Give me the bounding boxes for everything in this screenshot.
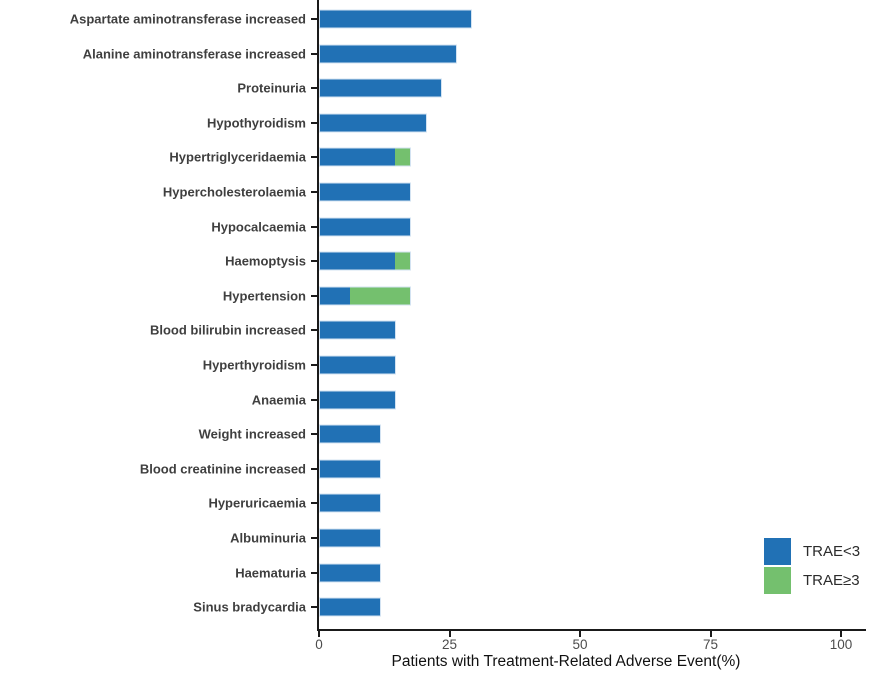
category-label: Hyperuricaemia — [208, 495, 306, 511]
bar-segment-trae-lt3 — [320, 287, 351, 305]
bar-row — [319, 217, 411, 237]
bar-row — [319, 251, 411, 271]
bar-row — [319, 182, 411, 202]
legend-item: TRAE≥3 — [764, 567, 860, 594]
y-tick — [311, 52, 317, 55]
category-label: Hypertension — [222, 288, 306, 304]
category-label: Hyperthyroidism — [202, 357, 306, 373]
bar-segment-trae-lt3 — [320, 425, 380, 443]
bar-segment-trae-lt3 — [320, 598, 380, 616]
x-tick — [709, 631, 712, 637]
category-label: Hypercholesterolaemia — [162, 184, 306, 200]
category-label: Proteinuria — [237, 80, 306, 96]
legend-item: TRAE<3 — [764, 538, 860, 565]
category-label: Weight increased — [198, 426, 306, 442]
bar-row — [319, 78, 442, 98]
bar-segment-trae-ge3 — [395, 252, 410, 270]
x-axis-title: Patients with Treatment-Related Adverse … — [391, 653, 741, 670]
bar-row — [319, 9, 473, 29]
category-label: Alanine aminotransferase increased — [82, 46, 306, 62]
bar-segment-trae-lt3 — [320, 10, 472, 28]
x-tick-label: 50 — [572, 637, 588, 652]
bar-segment-trae-lt3 — [320, 218, 410, 236]
y-tick — [311, 121, 317, 124]
legend-label: TRAE<3 — [803, 543, 861, 560]
bar-row — [319, 113, 427, 133]
category-label: Haematuria — [235, 565, 306, 581]
bar-segment-trae-lt3 — [320, 321, 395, 339]
category-label: Hypothyroidism — [207, 115, 306, 131]
legend: TRAE<3 TRAE≥3 — [764, 538, 860, 596]
category-label: Aspartate aminotransferase increased — [69, 11, 306, 27]
category-label: Blood bilirubin increased — [149, 322, 306, 338]
y-tick — [311, 398, 317, 401]
bar-segment-trae-lt3 — [320, 356, 395, 374]
x-tick-label: 75 — [702, 637, 719, 652]
bar-row — [319, 147, 411, 167]
bar-segment-trae-lt3 — [320, 79, 441, 97]
x-tick-label: 100 — [829, 637, 853, 652]
category-label: Hypertriglyceridaemia — [169, 149, 306, 165]
x-tick — [318, 631, 320, 637]
bar-row — [319, 424, 381, 444]
y-tick — [311, 191, 317, 193]
y-tick — [311, 87, 317, 90]
bar-segment-trae-lt3 — [320, 114, 426, 132]
bar-row — [319, 355, 396, 375]
y-tick — [311, 329, 317, 332]
x-tick-label: 0 — [315, 637, 323, 652]
category-label: Haemoptysis — [225, 253, 306, 269]
legend-swatch — [764, 538, 791, 565]
legend-swatch — [764, 567, 791, 594]
bar-row — [319, 597, 381, 617]
bar-row — [319, 459, 381, 479]
bar-row — [319, 320, 396, 340]
bar-segment-trae-lt3 — [320, 183, 410, 201]
x-tick — [448, 631, 451, 637]
y-tick — [311, 537, 317, 539]
bar-row — [319, 563, 381, 583]
bar-row — [319, 44, 458, 64]
legend-label: TRAE≥3 — [803, 572, 860, 589]
bar-row — [319, 493, 381, 513]
bar-segment-trae-lt3 — [320, 148, 396, 166]
bar-segment-trae-lt3 — [320, 45, 457, 63]
y-tick — [311, 467, 317, 470]
category-label: Hypocalcaemia — [211, 219, 306, 235]
bar-segment-trae-lt3 — [320, 252, 396, 270]
x-tick — [579, 631, 581, 637]
category-label: Blood creatinine increased — [139, 461, 306, 477]
y-tick — [311, 225, 317, 228]
bar-segment-trae-lt3 — [320, 460, 380, 478]
bar-segment-trae-ge3 — [395, 148, 410, 166]
y-tick — [311, 571, 317, 574]
bar-row — [319, 528, 381, 548]
bar-segment-trae-ge3 — [350, 287, 411, 305]
x-tick-label: 25 — [441, 637, 458, 652]
y-tick — [311, 156, 317, 159]
y-tick — [311, 433, 317, 436]
y-tick — [311, 260, 317, 263]
y-tick — [311, 364, 317, 366]
bar-segment-trae-lt3 — [320, 494, 380, 512]
y-axis-line — [317, 0, 319, 631]
bar-row — [319, 286, 412, 306]
bar-segment-trae-lt3 — [320, 564, 380, 582]
bar-segment-trae-lt3 — [320, 529, 380, 547]
y-tick — [311, 502, 317, 505]
category-label: Albuminuria — [230, 530, 306, 546]
y-tick — [311, 294, 317, 297]
x-tick — [840, 631, 842, 637]
y-tick — [311, 18, 317, 20]
category-label: Anaemia — [251, 392, 306, 408]
bar-row — [319, 390, 396, 410]
y-tick — [311, 606, 317, 609]
category-label: Sinus bradycardia — [193, 599, 306, 615]
x-axis-line — [317, 629, 866, 631]
bar-segment-trae-lt3 — [320, 391, 395, 409]
